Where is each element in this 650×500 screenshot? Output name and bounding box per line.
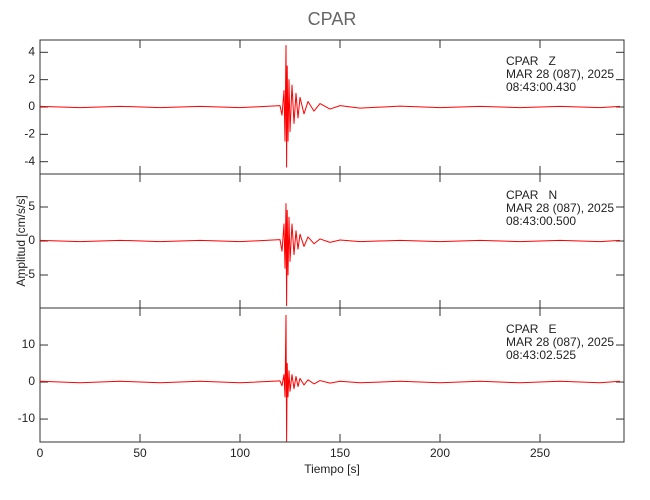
annotation: 08:43:02.525 <box>506 348 576 362</box>
y-tick-label: 4 <box>28 44 35 58</box>
annotation: CPAR N <box>506 188 557 202</box>
x-tick-label: 250 <box>530 446 550 460</box>
annotation: MAR 28 (087), 2025 <box>506 67 614 81</box>
annotation: 08:43:00.500 <box>506 214 576 228</box>
y-axis-label: Amplitud [cm/s/s] <box>14 195 28 286</box>
y-tick-label: 0 <box>28 233 35 247</box>
y-tick-label: 10 <box>22 337 36 351</box>
annotation: MAR 28 (087), 2025 <box>506 335 614 349</box>
annotation: 08:43:00.430 <box>506 80 576 94</box>
x-tick-label: 0 <box>37 446 44 460</box>
annotation: CPAR Z <box>506 54 556 68</box>
y-tick-label: 2 <box>28 72 35 86</box>
y-tick-label: 0 <box>28 374 35 388</box>
x-axis-label: Tiempo [s] <box>304 462 360 476</box>
x-tick-label: 50 <box>133 446 147 460</box>
x-tick-label: 100 <box>230 446 250 460</box>
waveform <box>39 203 621 307</box>
annotation: CPAR E <box>506 322 556 336</box>
y-tick-label: 0 <box>28 99 35 113</box>
x-tick-label: 200 <box>430 446 450 460</box>
y-tick-label: 5 <box>28 199 35 213</box>
panel-frame <box>39 307 625 443</box>
y-tick-label: -4 <box>24 154 35 168</box>
y-tick-label: -5 <box>24 267 35 281</box>
x-tick-label: 150 <box>330 446 350 460</box>
waveform <box>39 44 621 168</box>
chart-title: CPAR <box>308 9 357 29</box>
annotation: MAR 28 (087), 2025 <box>506 201 614 215</box>
y-tick-label: -10 <box>18 411 36 425</box>
y-tick-label: -2 <box>24 127 35 141</box>
waveform <box>39 314 621 442</box>
